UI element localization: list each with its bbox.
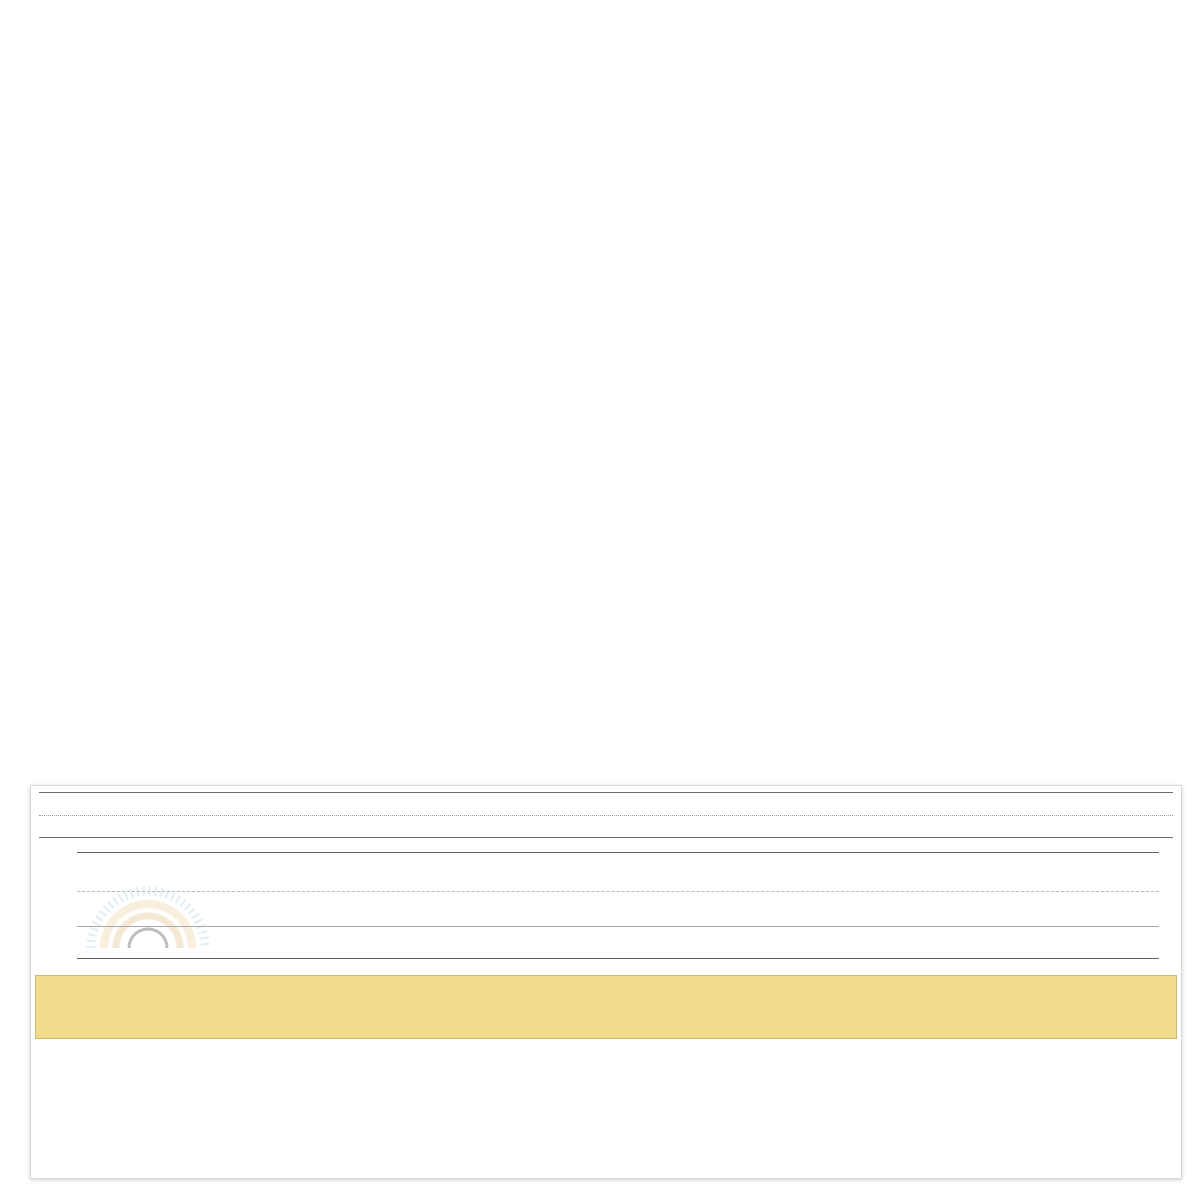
writing-line-bottom: [77, 958, 1159, 959]
hero-desk-mat: [30, 785, 1182, 1179]
mat-middle-band: [31, 838, 1181, 960]
multiplication-table-wrap: [1169, 846, 1171, 848]
3d-shapes-row: [31, 965, 1181, 971]
fanned-mat-stack: [0, 0, 1200, 790]
fraction-chart: [41, 846, 67, 850]
ruler-cm-ticks: [36, 976, 1176, 988]
writing-line-dashed: [77, 891, 1159, 892]
name-writing-lines: [77, 846, 1159, 959]
cursive-midline: [39, 815, 1173, 816]
ruler: [35, 975, 1177, 1039]
writing-line-top: [77, 852, 1159, 853]
writing-line-mid: [77, 926, 1159, 927]
ruler-inch-ticks: [36, 1026, 1176, 1038]
rainbow-watermark-icon: [86, 886, 210, 949]
cursive-alphabet-strip: [39, 792, 1173, 838]
cursive-letter-row: [39, 793, 1173, 837]
